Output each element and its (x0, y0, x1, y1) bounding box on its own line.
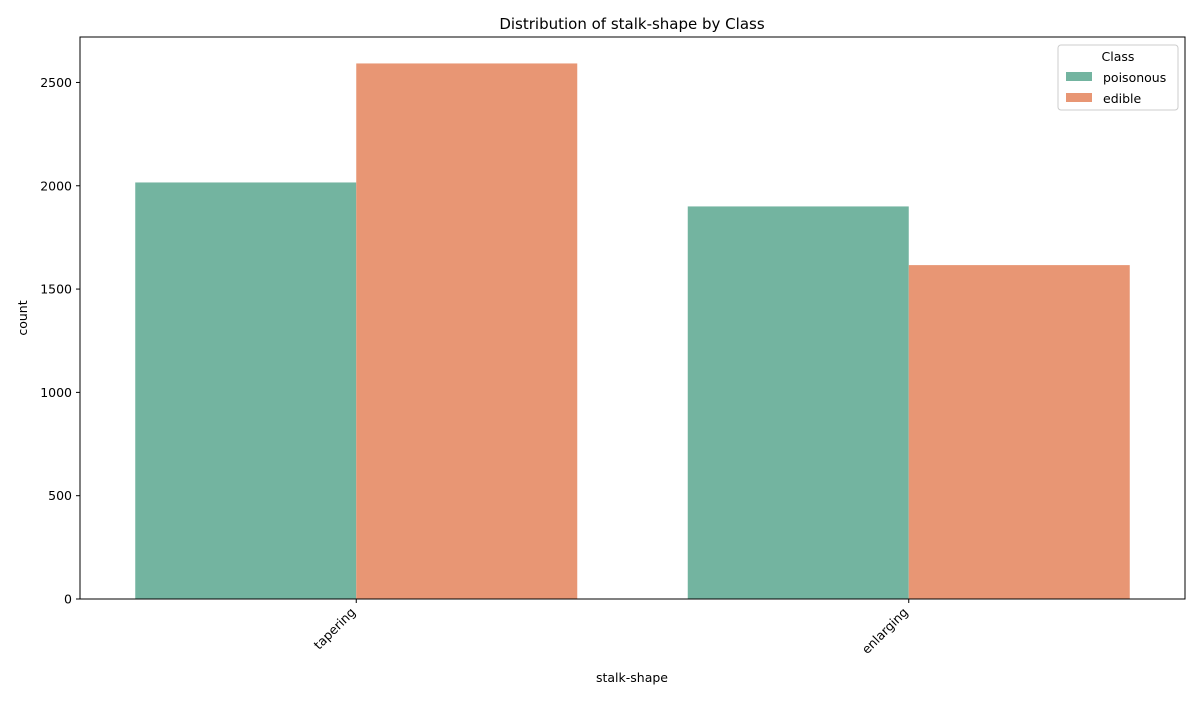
legend: Class poisonous edible (1057, 44, 1179, 111)
plot-area-frame (79, 36, 1186, 600)
bar-edible-enlarging (908, 265, 1130, 599)
x-axis-ticks: tapering enlarging (311, 599, 911, 657)
x-axis-label: stalk-shape (596, 670, 668, 685)
x-tick-label-enlarging: enlarging (859, 605, 911, 657)
bar-poisonous-enlarging (687, 206, 909, 599)
y-tick-label: 2500 (40, 75, 72, 90)
y-tick-label: 1500 (40, 282, 72, 297)
y-axis-label: count (15, 300, 30, 335)
y-tick-label: 1000 (40, 385, 72, 400)
legend-title: Class (1102, 49, 1135, 64)
y-axis-ticks: 0 500 1000 1500 2000 2500 (40, 75, 80, 607)
bar-edible-tapering (356, 63, 578, 599)
legend-label-edible: edible (1103, 91, 1142, 106)
bar-poisonous-tapering (135, 182, 357, 599)
chart-title: Distribution of stalk-shape by Class (499, 15, 765, 33)
y-tick-label: 0 (64, 592, 72, 607)
legend-swatch-edible (1066, 93, 1092, 102)
y-tick-label: 500 (48, 488, 72, 503)
legend-swatch-poisonous (1066, 72, 1092, 81)
bars-group (135, 63, 1130, 599)
y-tick-label: 2000 (40, 178, 72, 193)
x-tick-label-tapering: tapering (311, 605, 359, 653)
legend-label-poisonous: poisonous (1103, 70, 1166, 85)
